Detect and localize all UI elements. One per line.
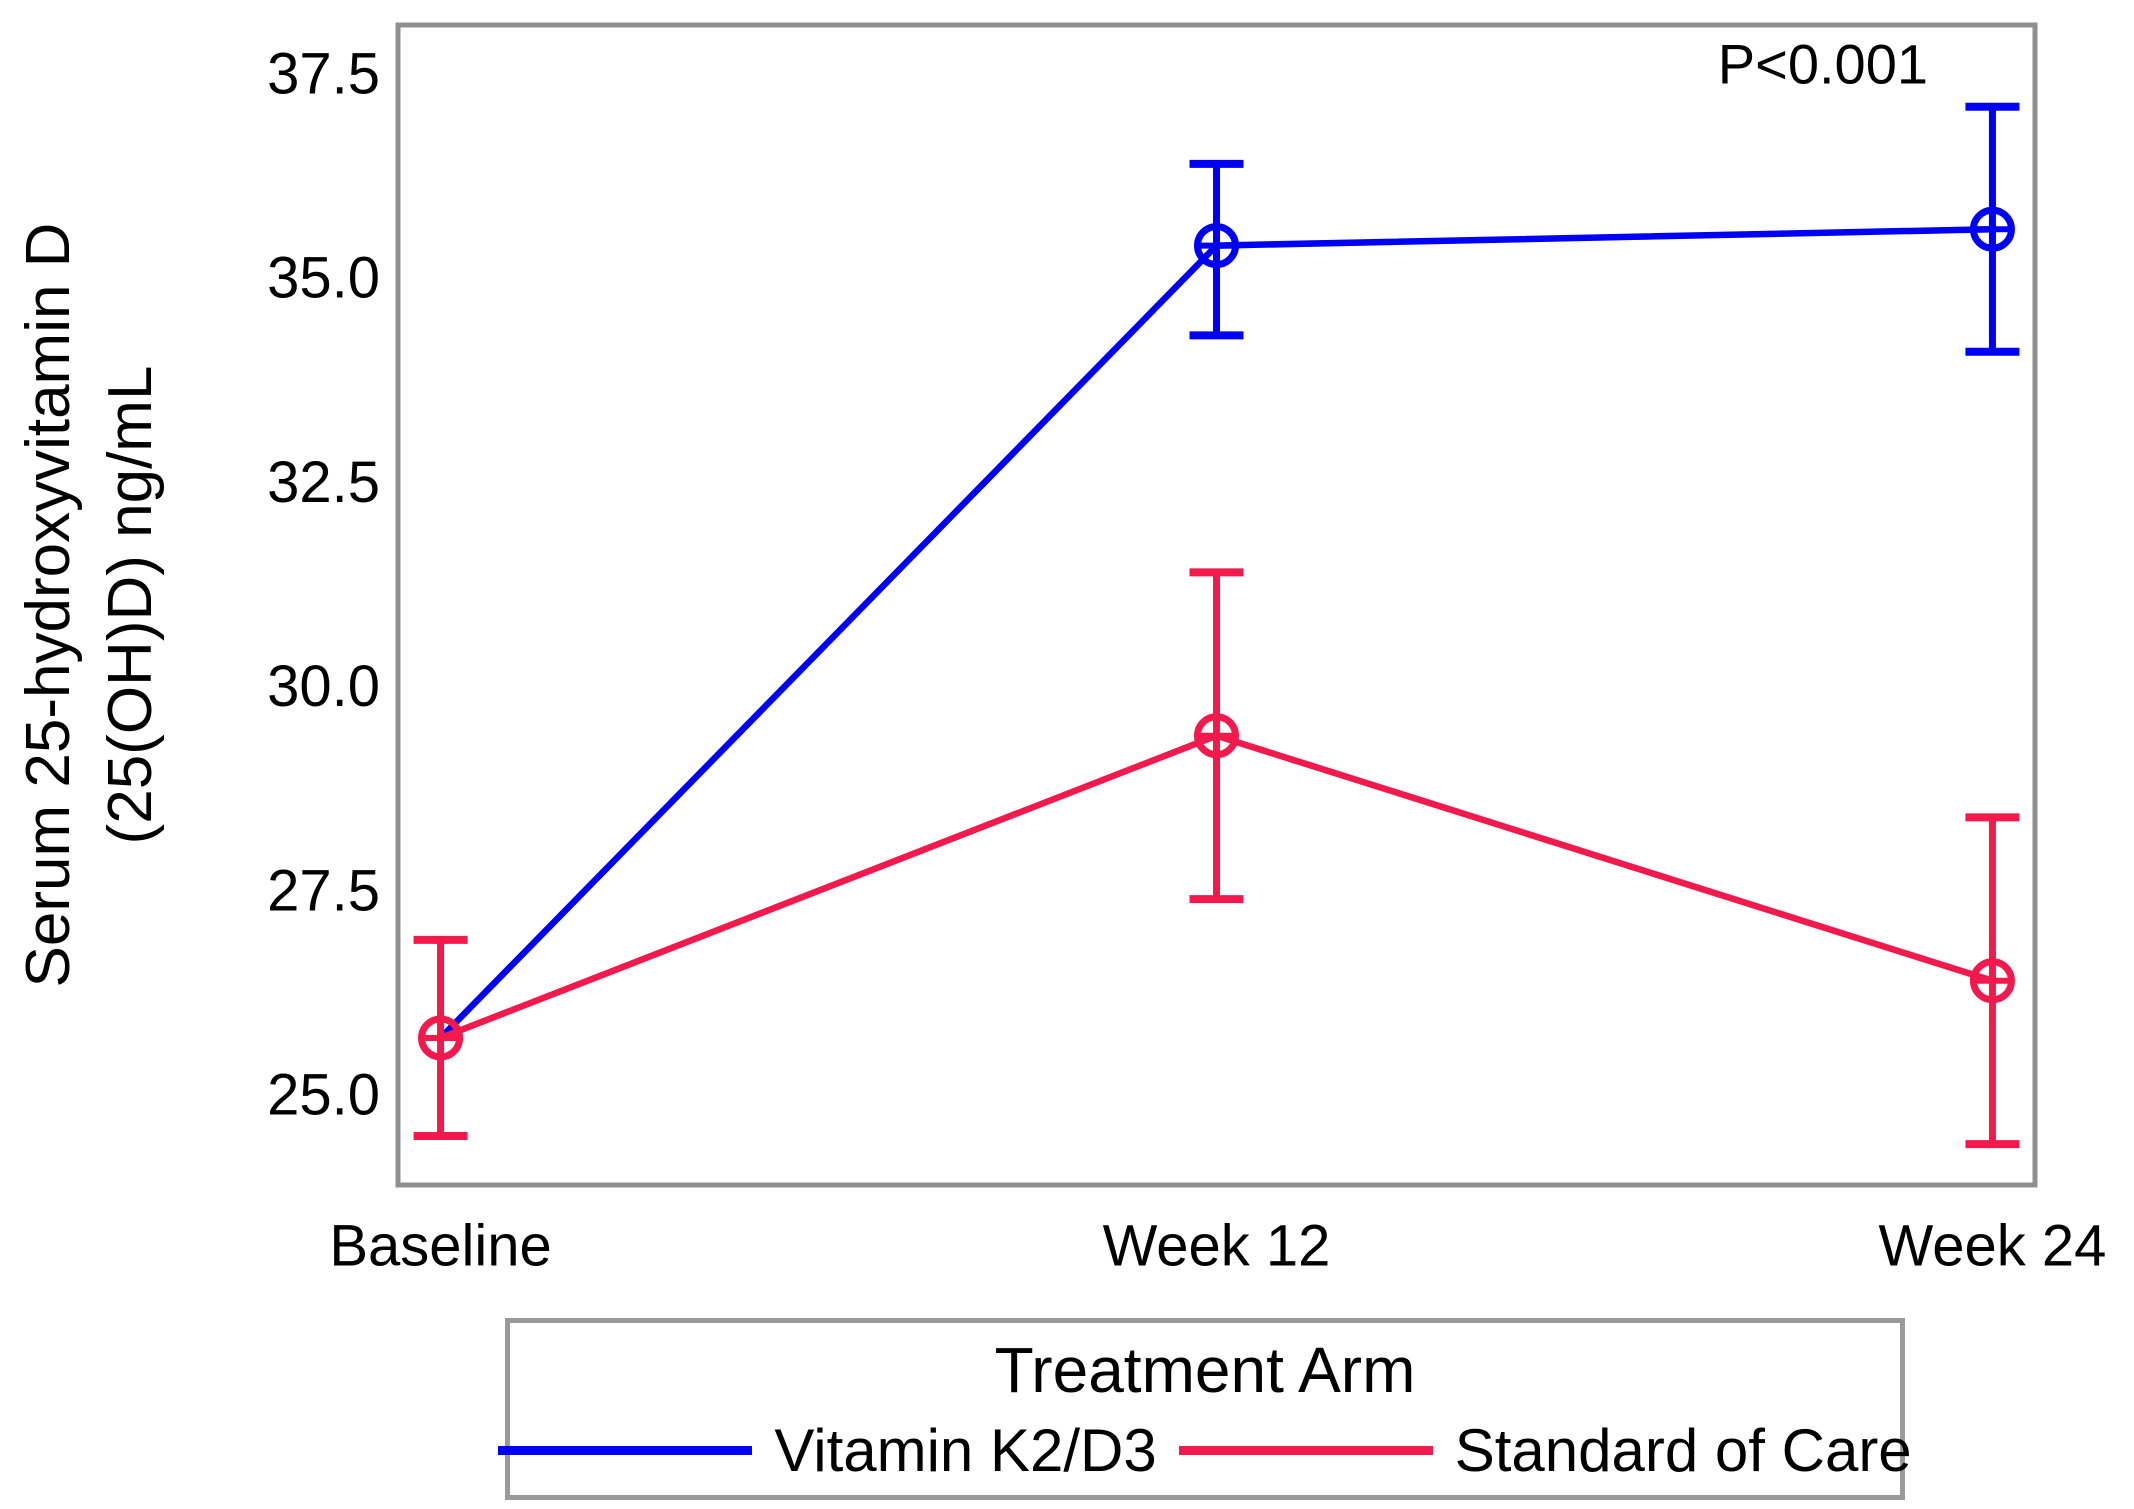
p-value-annotation: P<0.001 [1718, 33, 1928, 96]
legend-box: Treatment Arm Vitamin K2/D3 Standard of … [498, 1318, 1912, 1500]
y-tick-label: 27.5 [267, 858, 380, 923]
legend-swatch-vitamin-k2d3 [498, 1446, 753, 1456]
legend-label-vitamin-k2d3: Vitamin K2/D3 [774, 1417, 1157, 1485]
x-tick-label: Week 12 [1103, 1214, 1331, 1279]
legend-entries: Vitamin K2/D3 Standard of Care [498, 1416, 1912, 1485]
y-tick-label: 32.5 [267, 450, 380, 515]
y-tick-label: 37.5 [267, 42, 380, 107]
y-tick-label: 25.0 [267, 1063, 380, 1128]
y-tick-label: 35.0 [267, 246, 380, 311]
y-tick-label: 30.0 [267, 654, 380, 719]
legend-title: Treatment Arm [994, 1333, 1416, 1406]
plot-frame [395, 22, 2038, 1188]
legend-swatch-standard-of-care [1178, 1446, 1433, 1456]
y-axis-title-line2: (25(OH)D) ng/mL [96, 365, 165, 845]
legend-label-standard-of-care: Standard of Care [1454, 1417, 1912, 1485]
y-axis-title-line1: Serum 25-hydroxyvitamin D [14, 222, 83, 988]
x-tick-label: Week 24 [1879, 1214, 2107, 1279]
x-tick-label: Baseline [329, 1214, 551, 1279]
y-axis-title: Serum 25-hydroxyvitamin D (25(OH)D) ng/m… [8, 0, 172, 1255]
